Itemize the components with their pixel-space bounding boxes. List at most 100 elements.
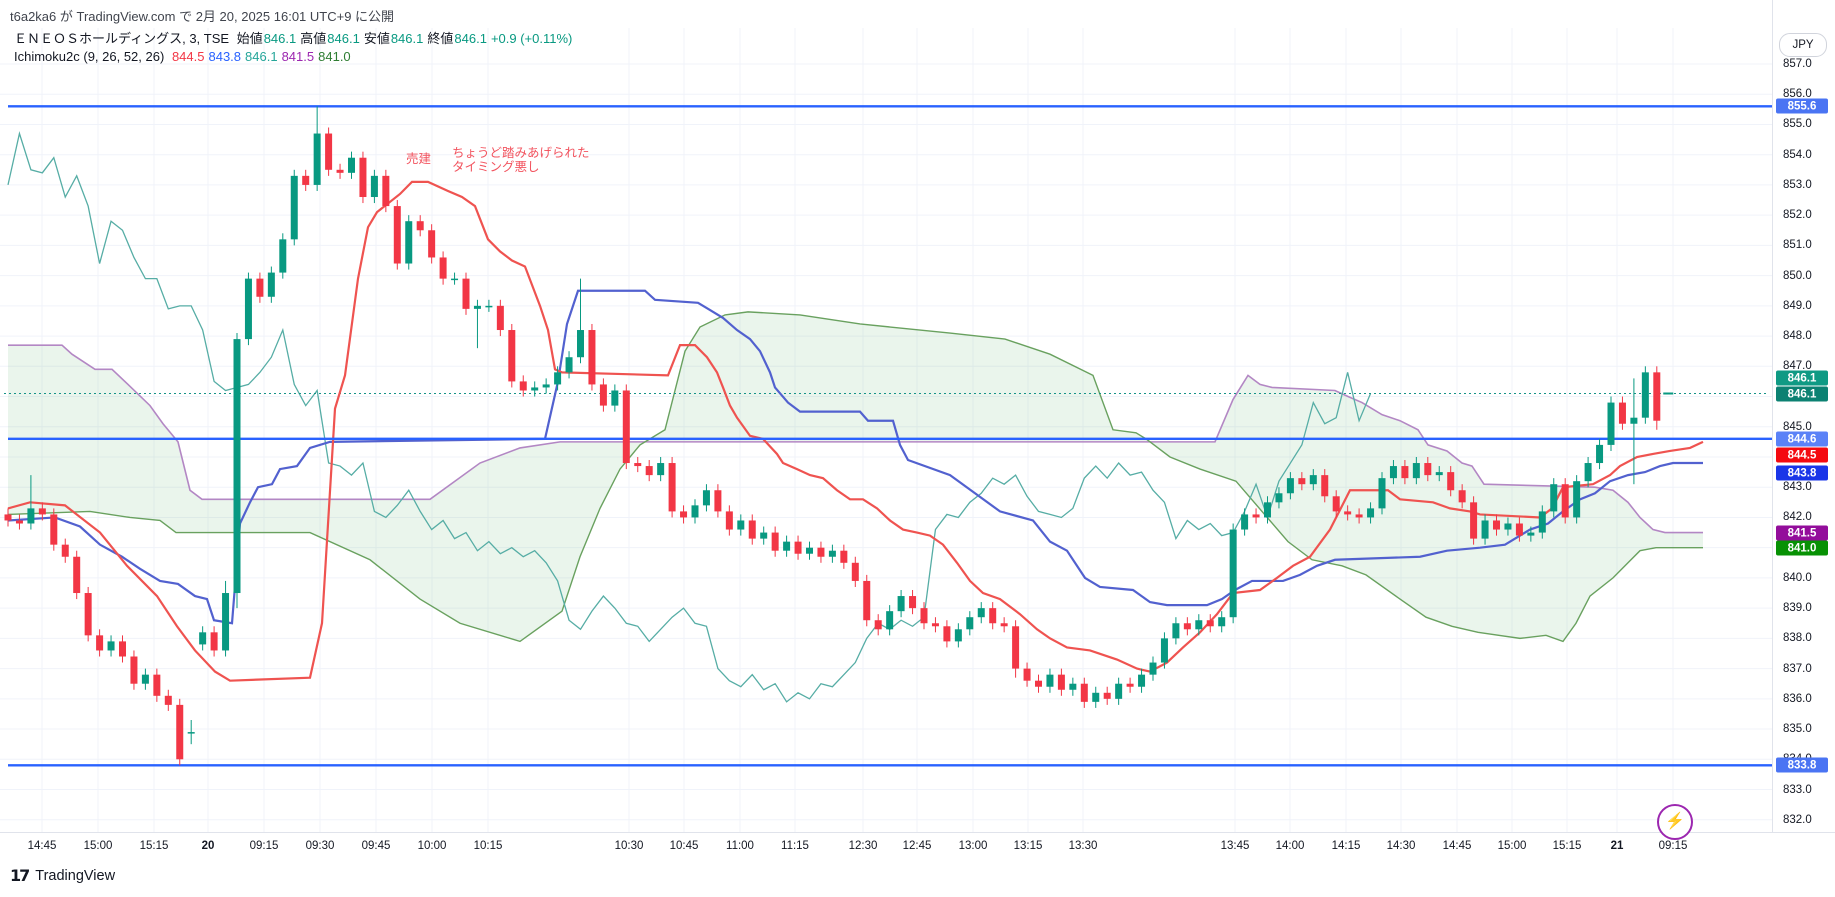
indicator-title: Ichimoku2c (9, 26, 52, 26) — [14, 49, 165, 64]
currency-toggle-button[interactable]: JPY — [1779, 33, 1827, 57]
candle-body — [1573, 481, 1581, 518]
candle-body — [1607, 402, 1615, 445]
candle-body — [1618, 402, 1626, 424]
price-tick-label: 857.0 — [1783, 58, 1812, 70]
candle-body — [4, 514, 12, 521]
kijun-843-8-badge[interactable]: 843.8 — [1776, 465, 1828, 481]
candle-body — [920, 608, 928, 624]
candle-body — [611, 390, 619, 406]
time-tick-label: 15:15 — [139, 840, 169, 852]
price-tick-label: 855.0 — [1783, 118, 1812, 131]
candle-body — [428, 230, 436, 258]
candle-body — [107, 641, 115, 651]
ohlc-value: 846.1 — [454, 31, 487, 46]
time-tick-label: 10:45 — [669, 840, 699, 852]
time-tick-label: 14:00 — [1275, 840, 1305, 852]
candle-body — [210, 632, 218, 651]
close-846-1-badge[interactable]: 846.1 — [1776, 370, 1828, 386]
level-833-8-badge[interactable]: 833.8 — [1776, 757, 1828, 773]
price-tick-label: 850.0 — [1783, 269, 1812, 282]
candle-body — [1641, 372, 1649, 418]
candle-body — [1035, 680, 1042, 687]
time-tick-label: 12:30 — [848, 840, 878, 852]
candle-body — [702, 490, 710, 506]
ohlc-value: 846.1 — [327, 31, 360, 46]
price-axis[interactable]: JPY 857.0 856.0 855.0 854.0 853.0 852.0 851.0 8… — [1772, 0, 1835, 832]
symbol-title: ＥＮＥＯＳホールディングス, 3, TSE — [14, 31, 230, 46]
candle-body — [451, 278, 459, 281]
candle-body — [473, 305, 481, 309]
candle-body — [1218, 617, 1226, 627]
candle-body — [840, 550, 848, 563]
tradingview-logo-icon: 17 — [10, 866, 30, 885]
candle-body — [164, 695, 172, 705]
candle-body — [50, 514, 58, 545]
candle-body — [405, 221, 413, 264]
price-tick-label: 852.0 — [1783, 209, 1812, 222]
kijun-line — [7, 289, 1703, 625]
indicator-value: 843.8 — [208, 49, 242, 64]
candle-body — [1149, 662, 1157, 675]
time-tick-label: 09:45 — [361, 840, 391, 852]
time-tick-label: 09:15 — [1658, 840, 1688, 852]
level-855-6-badge[interactable]: 855.6 — [1776, 98, 1828, 114]
candle-body — [1401, 466, 1409, 479]
candle-body — [931, 623, 939, 627]
candle-body — [256, 278, 264, 297]
candle-body — [634, 463, 642, 467]
price-tick-label: 853.0 — [1783, 178, 1812, 191]
time-axis[interactable]: 14:45 15:00 15:15 20 09:15 09:30 09:45 10:00 10:… — [0, 832, 1835, 863]
annotation-sell-entry[interactable]: 売建 — [406, 152, 432, 166]
price-tick-label: 840.0 — [1783, 571, 1812, 584]
boost-lightning-icon[interactable]: ⚡ — [1657, 804, 1693, 840]
price-tick-label: 856.0 — [1783, 88, 1812, 101]
chart-legend[interactable]: ＥＮＥＯＳホールディングス, 3, TSE 始値846.1 高値846.1 安値84… — [14, 30, 576, 66]
candle-body — [954, 629, 962, 642]
tradingview-attribution[interactable]: 17 TradingView — [10, 866, 115, 885]
candle-body — [313, 133, 321, 185]
price-tick-label: 837.0 — [1783, 662, 1812, 675]
candle-body — [1264, 502, 1271, 518]
candle-body — [657, 463, 665, 476]
senkou-b-841-0-badge[interactable]: 841.0 — [1776, 540, 1828, 556]
candle-body — [336, 169, 344, 173]
candle-body — [496, 305, 504, 331]
ohlc-label: 高値 — [300, 31, 327, 46]
candle-body — [577, 330, 584, 358]
ohlc-label: 安値 — [363, 31, 390, 46]
candle-body — [96, 635, 104, 651]
candle-body — [977, 608, 985, 618]
candle-body — [84, 593, 92, 636]
candle-body — [1481, 520, 1489, 539]
candle-body — [1630, 417, 1638, 424]
candle-body — [1012, 626, 1020, 669]
candle-body — [874, 620, 882, 630]
candle-body — [519, 381, 527, 391]
level-844-6-badge[interactable]: 844.6 — [1776, 431, 1828, 447]
candle-body — [416, 221, 424, 231]
candle-body — [714, 490, 722, 512]
annotation-timing-note[interactable]: ちょうど踏みあげられた タイミング悪し — [452, 146, 590, 174]
candle-body — [989, 608, 997, 624]
tenkan-844-5-badge[interactable]: 844.5 — [1776, 447, 1828, 463]
candle-body — [279, 239, 287, 273]
candle-body — [771, 532, 779, 551]
change-value: +0.9 (+0.11%) — [490, 31, 573, 46]
chikou-846-1-badge[interactable]: 846.1 — [1776, 386, 1828, 402]
candle-body — [1229, 529, 1237, 618]
senkou-a-841-5-badge[interactable]: 841.5 — [1776, 525, 1828, 541]
candle-body — [588, 330, 596, 385]
candle-body — [1355, 514, 1363, 518]
candle-body — [1458, 490, 1466, 503]
candle-body — [1561, 484, 1569, 518]
price-tick-label: 839.0 — [1783, 602, 1812, 615]
time-tick-label: 10:00 — [417, 840, 447, 852]
time-tick-label: 13:15 — [1013, 840, 1043, 852]
candle-body — [348, 157, 355, 173]
candle-body — [817, 547, 825, 557]
candle-body — [27, 508, 35, 524]
candle-body — [645, 466, 653, 476]
time-tick-label: 10:15 — [473, 840, 503, 852]
candle-body — [542, 384, 550, 388]
